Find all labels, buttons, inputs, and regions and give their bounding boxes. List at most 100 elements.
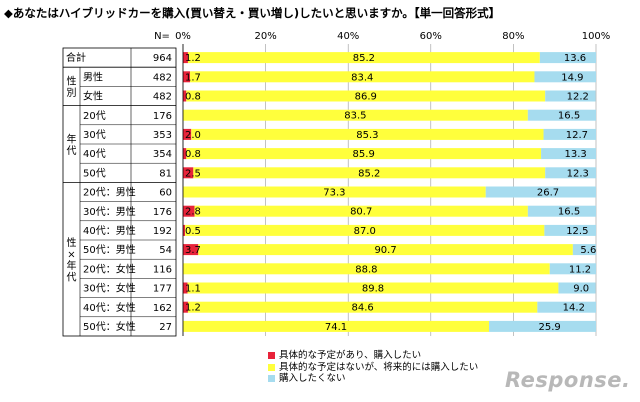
value-label-no: 14.2 bbox=[563, 303, 585, 314]
x-tick-label: 0% bbox=[175, 31, 191, 42]
value-label-no: 11.2 bbox=[569, 264, 591, 275]
category-label: 50代 bbox=[83, 167, 106, 179]
n-value: 177 bbox=[153, 284, 172, 295]
group-label: 性×年代 bbox=[67, 236, 77, 284]
legend-label-future: 具体的な予定はないが、将来的には購入したい bbox=[279, 361, 479, 373]
response-logo: Response. bbox=[505, 368, 631, 392]
bar-definite bbox=[183, 205, 195, 217]
category-label: 20代：女性 bbox=[83, 262, 136, 275]
bar-definite bbox=[183, 71, 191, 83]
group-label: 年代 bbox=[67, 132, 77, 157]
legend-label-definite: 具体的な予定があり、購入したい bbox=[279, 350, 422, 361]
bar-future bbox=[183, 109, 528, 121]
bar-no bbox=[539, 52, 596, 64]
bar-no bbox=[534, 71, 596, 83]
value-label-future: 84.6 bbox=[352, 303, 374, 314]
value-label-no: 26.7 bbox=[537, 188, 559, 199]
n-value: 162 bbox=[153, 303, 172, 314]
value-label-no: 12.7 bbox=[566, 130, 588, 141]
value-label-no: 13.6 bbox=[564, 53, 586, 64]
value-label-future: 80.7 bbox=[350, 207, 372, 218]
category-label: 50代：男性 bbox=[83, 243, 136, 256]
bar-no bbox=[545, 90, 596, 102]
value-label-no: 16.5 bbox=[558, 111, 580, 122]
n-value: 354 bbox=[153, 149, 172, 160]
value-label-no: 12.2 bbox=[567, 92, 589, 103]
value-label-no: 16.5 bbox=[558, 207, 580, 218]
x-tick-label: 80% bbox=[502, 31, 524, 42]
value-label-future: 86.9 bbox=[355, 92, 377, 103]
value-label-definite: 1.2 bbox=[185, 303, 201, 314]
bar-no bbox=[558, 282, 596, 294]
category-label: 男性 bbox=[83, 70, 103, 83]
category-label: 30代：女性 bbox=[83, 282, 136, 295]
bar-definite bbox=[183, 282, 188, 294]
value-label-future: 85.2 bbox=[358, 168, 380, 179]
bar-no bbox=[527, 109, 596, 121]
bar-no bbox=[544, 224, 596, 236]
n-value: 964 bbox=[153, 53, 172, 64]
n-value: 27 bbox=[159, 322, 172, 333]
legend-swatch-future bbox=[268, 363, 275, 371]
bar-future bbox=[194, 205, 528, 217]
bar-definite bbox=[183, 244, 199, 256]
value-label-future: 90.7 bbox=[374, 245, 396, 256]
table-frame bbox=[62, 47, 177, 337]
value-label-no: 13.3 bbox=[565, 149, 587, 160]
n-value: 192 bbox=[153, 226, 172, 237]
value-label-future: 87.0 bbox=[354, 226, 376, 237]
bar-future bbox=[193, 167, 546, 179]
bar-no bbox=[543, 128, 596, 140]
value-label-definite: 3.7 bbox=[185, 245, 201, 256]
legend-swatch-no bbox=[268, 375, 275, 383]
category-label: 30代 bbox=[83, 129, 106, 141]
value-label-definite: 2.0 bbox=[185, 130, 201, 141]
bar-future bbox=[187, 52, 540, 64]
bar-future bbox=[198, 244, 573, 256]
value-label-definite: 2.5 bbox=[185, 168, 201, 179]
n-value: 482 bbox=[153, 72, 172, 83]
bar-definite bbox=[183, 90, 187, 102]
x-tick-label: 40% bbox=[337, 31, 359, 42]
x-tick-label: 100% bbox=[582, 31, 611, 42]
value-label-no: 12.3 bbox=[567, 168, 589, 179]
bar-future bbox=[186, 148, 542, 160]
category-label: 女性 bbox=[83, 90, 103, 103]
bar-no bbox=[549, 263, 596, 275]
value-label-no: 12.5 bbox=[566, 226, 588, 237]
chart-title: ◆あなたはハイブリッドカーを購入(買い替え・買い増し)したいと思いますか。【単一… bbox=[4, 6, 501, 20]
bar-no bbox=[545, 167, 596, 179]
bar-no bbox=[572, 244, 596, 256]
value-label-definite: 2.8 bbox=[185, 207, 201, 218]
value-label-definite: 1.7 bbox=[185, 72, 201, 83]
bar-no bbox=[541, 148, 596, 160]
n-header: N= bbox=[154, 31, 170, 42]
value-label-no: 9.0 bbox=[573, 284, 589, 295]
bar-no bbox=[537, 301, 596, 313]
value-label-future: 85.9 bbox=[353, 149, 375, 160]
category-label: 40代：男性 bbox=[83, 224, 136, 237]
bar-future bbox=[185, 224, 545, 236]
category-label: 40代：女性 bbox=[83, 301, 136, 314]
n-value: 176 bbox=[153, 111, 172, 122]
value-label-no: 14.9 bbox=[561, 72, 583, 83]
bar-definite bbox=[183, 52, 188, 64]
bar-future bbox=[183, 186, 486, 198]
x-tick-label: 60% bbox=[420, 31, 442, 42]
bar-future bbox=[187, 282, 559, 294]
value-label-definite: 0.5 bbox=[185, 226, 201, 237]
value-label-definite: 0.8 bbox=[185, 92, 201, 103]
n-value: 60 bbox=[159, 188, 172, 199]
value-label-no: 25.9 bbox=[539, 322, 561, 333]
legend-item-no: 購入したくない bbox=[268, 373, 478, 385]
bar-no bbox=[527, 205, 596, 217]
bar-definite bbox=[183, 148, 187, 160]
value-label-definite: 1.2 bbox=[185, 53, 201, 64]
bar-no bbox=[489, 320, 596, 332]
n-value: 482 bbox=[153, 92, 172, 103]
category-label: 30代：男性 bbox=[83, 205, 136, 218]
value-label-future: 85.2 bbox=[353, 53, 375, 64]
category-label: 50代：女性 bbox=[83, 320, 136, 333]
value-label-definite: 0.8 bbox=[185, 149, 201, 160]
legend-label-no: 購入したくない bbox=[279, 373, 346, 384]
